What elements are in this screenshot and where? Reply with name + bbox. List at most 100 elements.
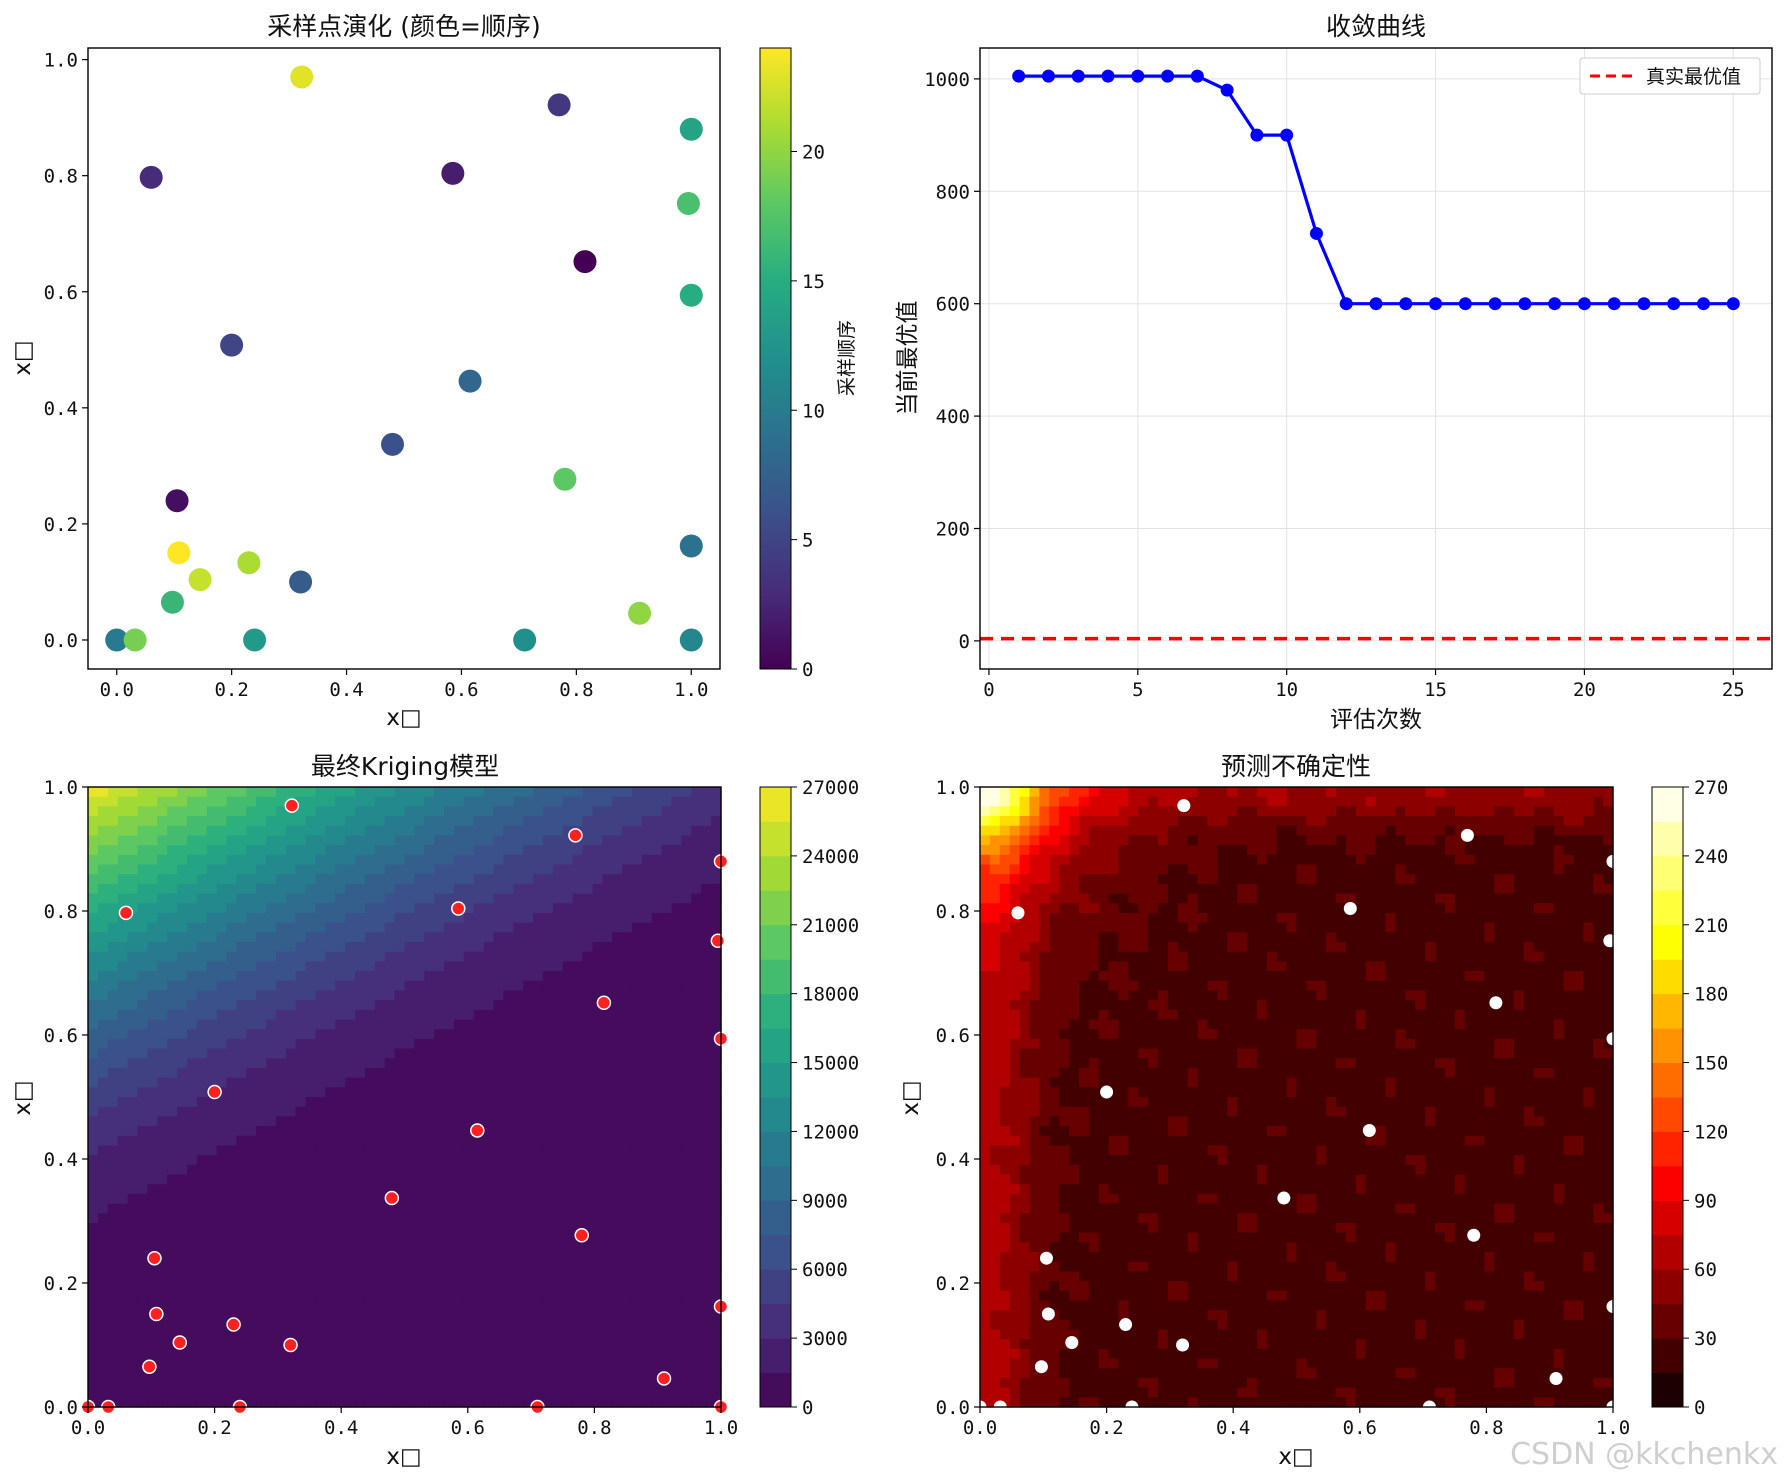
x-tick-label: 10 xyxy=(1275,679,1298,701)
contour-cell xyxy=(493,1271,505,1282)
contour-cell xyxy=(542,806,554,817)
contour-cell xyxy=(989,1339,1001,1350)
contour-cell xyxy=(602,1348,613,1360)
contour-cell xyxy=(434,893,445,904)
contour-cell xyxy=(989,903,1001,914)
contour-cell xyxy=(246,1300,257,1311)
contour-cell xyxy=(444,1106,455,1117)
contour-cell xyxy=(1009,1290,1021,1302)
contour-cell xyxy=(1029,1290,1040,1302)
contour-cell xyxy=(236,835,247,846)
contour-cell xyxy=(186,1038,198,1050)
contour-cell xyxy=(206,1126,218,1137)
contour-cell xyxy=(275,1184,287,1195)
contour-cell xyxy=(226,971,237,982)
contour-cell xyxy=(374,1242,386,1253)
contour-cell xyxy=(275,835,287,846)
contour-cell xyxy=(463,903,475,914)
contour-cell xyxy=(127,864,139,875)
contour-cell xyxy=(266,1058,277,1069)
contour-cell xyxy=(384,990,396,1001)
contour-cell xyxy=(473,1184,485,1195)
contour-cell xyxy=(562,1155,574,1166)
contour-cell xyxy=(1009,980,1021,992)
contour-cell xyxy=(1059,932,1070,943)
contour-cell xyxy=(533,961,544,972)
contour-cell xyxy=(147,1038,158,1050)
contour-cell xyxy=(1069,816,1080,827)
contour-cell xyxy=(157,1348,168,1360)
contour-cell xyxy=(335,806,346,817)
contour-cell xyxy=(671,1397,683,1408)
contour-cell xyxy=(552,874,564,885)
contour-cell xyxy=(523,1087,534,1098)
contour-cell xyxy=(275,922,287,933)
contour-cell xyxy=(117,1310,129,1321)
contour-cell xyxy=(631,912,643,924)
contour-cell xyxy=(999,1097,1011,1108)
contour-cell xyxy=(335,951,346,962)
sample-point xyxy=(118,905,134,921)
contour-cell xyxy=(206,1135,218,1147)
contour-cell xyxy=(177,1242,188,1253)
contour-cell xyxy=(414,1242,425,1253)
contour-cell xyxy=(671,854,683,866)
contour-cell xyxy=(542,864,554,875)
contour-cell xyxy=(711,864,722,875)
contour-cell xyxy=(473,1310,485,1321)
contour-cell xyxy=(147,893,158,904)
contour-cell xyxy=(631,845,643,856)
contour-cell xyxy=(384,922,396,933)
contour-cell xyxy=(631,1077,643,1088)
contour-cell xyxy=(542,1348,554,1360)
contour-cell xyxy=(374,990,386,1001)
contour-cell xyxy=(285,893,297,904)
contour-cell xyxy=(612,1009,623,1021)
contour-cell xyxy=(701,1242,712,1253)
contour-cell xyxy=(980,874,991,885)
contour-cell xyxy=(453,1126,465,1137)
contour-cell xyxy=(483,1164,495,1176)
contour-cell xyxy=(434,874,445,885)
contour-cell xyxy=(493,1164,505,1176)
contour-cell xyxy=(701,874,712,885)
contour-cell xyxy=(177,825,188,837)
contour-cell xyxy=(404,1397,415,1408)
contour-cell xyxy=(582,1077,594,1088)
contour-cell xyxy=(206,835,218,846)
contour-cell xyxy=(325,1310,336,1321)
colorbar-tick-label: 0 xyxy=(802,659,813,681)
contour-cell xyxy=(562,1135,574,1147)
contour-cell xyxy=(275,1252,287,1263)
contour-cell xyxy=(275,932,287,943)
contour-cell xyxy=(275,1048,287,1059)
contour-cell xyxy=(651,825,663,837)
contour-cell xyxy=(542,1261,554,1272)
contour-cell xyxy=(216,1348,228,1360)
contour-cell xyxy=(364,787,376,798)
contour-cell xyxy=(364,1067,376,1079)
contour-cell xyxy=(315,1193,326,1205)
contour-cell xyxy=(1039,1029,1050,1040)
contour-cell xyxy=(345,990,356,1001)
contour-cell xyxy=(1059,1242,1070,1253)
contour-cell xyxy=(364,922,376,933)
contour-cell xyxy=(345,864,356,875)
contour-cell xyxy=(661,1261,673,1272)
contour-cell xyxy=(572,1339,584,1350)
contour-cell xyxy=(999,971,1011,982)
contour-cell xyxy=(523,835,534,846)
contour-cell xyxy=(374,912,386,924)
contour-cell xyxy=(542,1281,554,1292)
contour-cell xyxy=(523,1058,534,1069)
contour-cell xyxy=(1069,1164,1080,1176)
contour-cell xyxy=(1019,1193,1031,1205)
contour-cell xyxy=(582,1097,594,1108)
contour-cell xyxy=(513,864,524,875)
contour-cell xyxy=(542,883,554,895)
contour-cell xyxy=(542,1397,554,1408)
contour-cell xyxy=(592,1310,603,1321)
contour-cell xyxy=(1019,1164,1031,1176)
contour-cell xyxy=(681,1368,692,1379)
contour-cell xyxy=(651,1242,663,1253)
